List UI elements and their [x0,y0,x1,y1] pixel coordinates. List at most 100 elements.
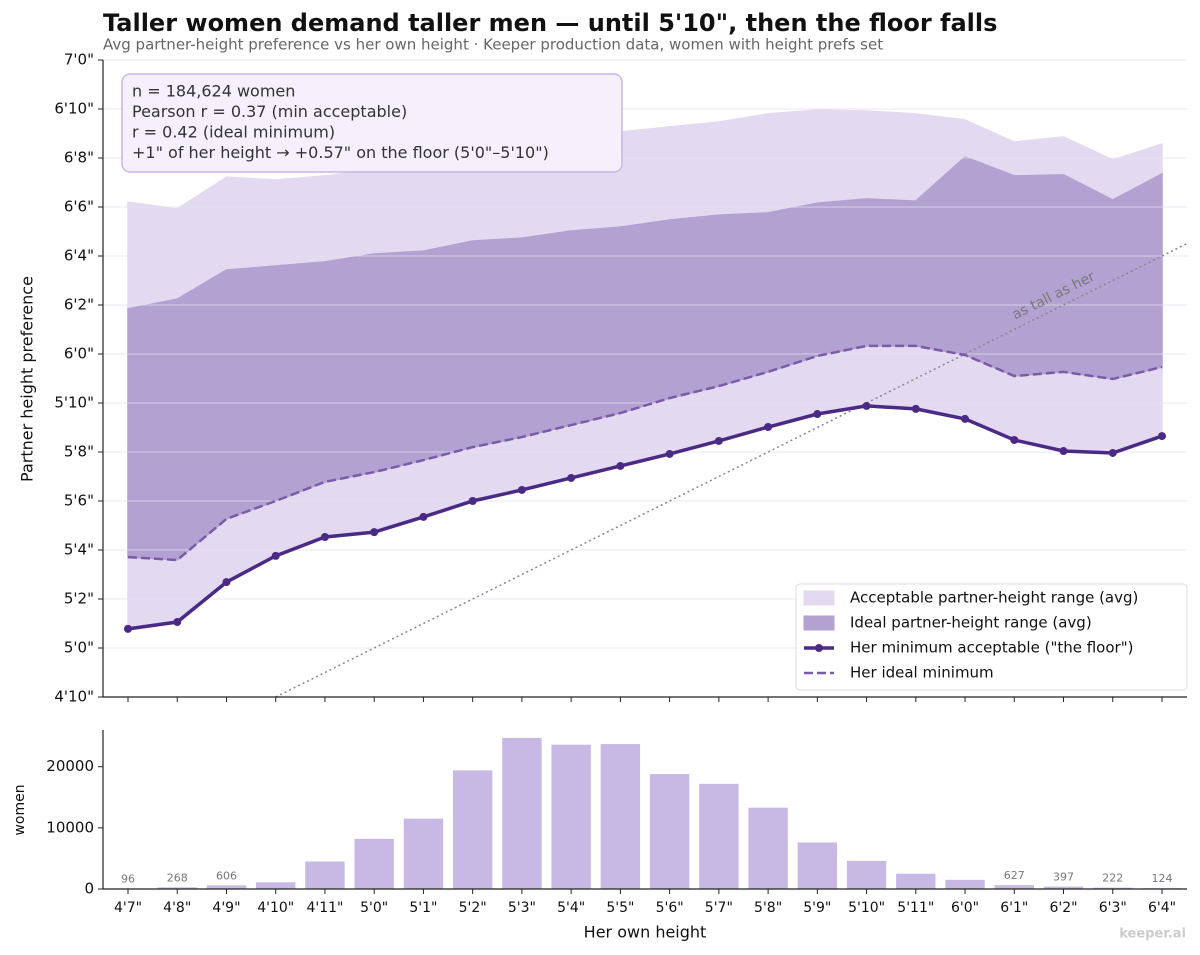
bar [748,807,788,889]
y-tick-label: 6'10" [54,100,94,118]
point [1059,447,1068,456]
x-tick-label: 5'11" [897,900,934,916]
x-tick-label: 5'10" [848,900,885,916]
x-tick-label: 5'6" [656,900,684,916]
y-tick-label: 6'4" [64,247,94,265]
y-tick-label: 7'0" [64,51,94,69]
y-tick-label: 0 [84,880,94,898]
chart-subtitle: Avg partner-height preference vs her own… [103,36,883,54]
y-tick-label: 20000 [46,757,94,775]
bar [994,885,1034,889]
y-tick-label: 6'6" [64,198,94,216]
x-tick-label: 6'3" [1099,900,1127,916]
x-tick-label: 5'8" [754,900,782,916]
point [419,512,428,521]
y-tick-label: 5'8" [64,443,94,461]
y-tick-label: 6'8" [64,149,94,167]
point [764,423,773,432]
point [1158,432,1166,441]
bar [354,838,394,889]
value-label: 627 [1004,869,1025,882]
y-tick-label: 5'2" [64,590,94,608]
legend-swatch [803,615,835,631]
legend-marker [815,644,823,652]
x-tick-label: 6'4" [1148,900,1176,916]
bar [206,885,247,889]
legend: Acceptable partner-height range (avg) Ide… [795,583,1188,691]
line [127,344,1163,562]
bar [896,873,936,889]
x-tick-label: 5'2" [459,900,487,916]
y-tick-label: 4'10" [54,688,94,706]
y-axis-label: Partner height preference [18,276,37,482]
value-label: 268 [167,871,188,884]
bar [403,818,444,889]
bar [699,783,739,889]
bar [256,882,296,889]
legend-label: Her ideal minimum [850,664,994,682]
bar [1043,886,1084,889]
point [1108,448,1117,457]
bar [945,879,985,889]
bar [797,842,838,889]
point [124,624,132,633]
y-tick-label: 5'6" [64,492,94,510]
x-tick-label: 4'7" [114,900,142,916]
point [961,414,970,423]
x-tick-label: 5'3" [508,900,536,916]
x-tick-label: 6'0" [951,900,979,916]
bar [846,860,887,889]
point [517,485,526,494]
line [127,404,1163,631]
annotation-line: +1" of her height → +0.57" on the floor … [132,143,549,162]
legend-label: Her minimum acceptable ("the floor") [850,639,1133,657]
x-tick-label: 5'0" [360,900,388,916]
y-tick-label: 5'4" [64,541,94,559]
point [370,528,379,537]
annotation-line: Pearson r = 0.37 (min acceptable) [132,102,407,121]
x-tick-label: 5'4" [557,900,585,916]
point [222,578,231,587]
point [665,449,674,458]
point [616,461,625,470]
x-tick-label: 5'1" [409,900,437,916]
bar [551,744,591,889]
legend-label: Ideal partner-height range (avg) [850,614,1092,632]
legend-box [795,583,1188,691]
value-label: 96 [121,872,135,885]
x-axis-label: Her own height [584,923,707,942]
point [320,533,329,542]
point [911,404,920,413]
y-tick-label: 10000 [46,818,94,836]
x-tick-label: 5'9" [803,900,831,916]
annotation-box [121,73,623,173]
value-label: 124 [1152,872,1173,885]
watermark: keeper.ai [1119,927,1186,942]
point [862,401,871,410]
bar [600,744,641,889]
bar [305,861,345,889]
y-tick-label: 6'0" [64,345,94,363]
point [468,497,477,505]
x-tick-label: 6'1" [1000,900,1028,916]
annotation-line: n = 184,624 women [132,82,295,101]
value-label: 606 [216,869,237,882]
bar [452,770,493,889]
annotation-line: r = 0.42 (ideal minimum) [132,123,335,142]
value-label: 397 [1053,871,1074,884]
chart-title: Taller women demand taller men — until 5… [103,9,997,37]
point [714,436,723,445]
point [271,551,280,560]
x-tick-label: 5'5" [606,900,634,916]
x-tick-label: 4'10" [257,900,294,916]
x-tick-label: 4'8" [163,900,191,916]
bar [649,774,690,889]
y-tick-label: 6'2" [64,296,94,314]
legend-label: Acceptable partner-height range (avg) [850,589,1138,607]
point [1010,435,1019,444]
x-tick-label: 5'7" [705,900,733,916]
x-tick-label: 4'9" [212,900,240,916]
bar [157,887,197,889]
